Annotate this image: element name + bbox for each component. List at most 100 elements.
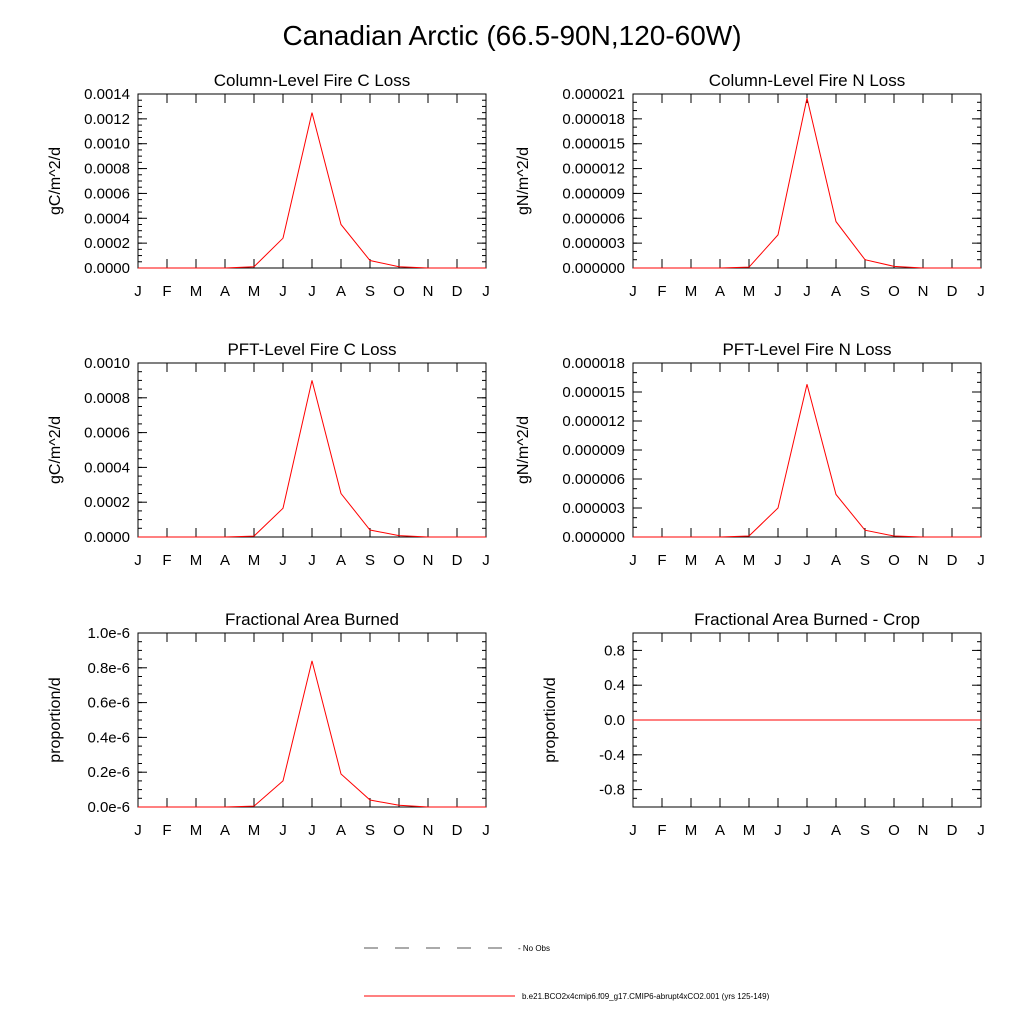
series-line [633, 384, 981, 538]
panel-title: Column-Level Fire N Loss [709, 71, 906, 90]
y-tick-label: 0.0000 [84, 260, 130, 277]
x-tick-label: J [279, 283, 287, 300]
x-tick-label: A [336, 552, 346, 569]
y-tick-label: 0.0002 [84, 235, 130, 252]
y-tick-label: 0.2e-6 [87, 764, 130, 781]
x-tick-label: J [774, 822, 782, 839]
x-tick-label: A [336, 822, 346, 839]
x-tick-label: D [947, 822, 958, 839]
y-tick-label: 0.0006 [84, 425, 130, 442]
x-tick-label: A [715, 283, 725, 300]
y-tick-label: 0.000015 [562, 136, 625, 153]
y-tick-label: 0.0004 [84, 459, 130, 476]
x-tick-label: D [947, 283, 958, 300]
x-tick-label: J [279, 552, 287, 569]
x-tick-label: A [220, 552, 230, 569]
y-tick-label: 0.0010 [84, 355, 130, 372]
x-tick-label: M [248, 552, 261, 569]
y-tick-label: 0.000003 [562, 235, 625, 252]
y-tick-label: 0.0002 [84, 494, 130, 511]
y-tick-label: 0.000009 [562, 442, 625, 459]
x-tick-label: M [190, 283, 203, 300]
y-tick-label: 0.8 [604, 642, 625, 659]
y-tick-label: 0.0012 [84, 111, 130, 128]
x-tick-label: F [162, 283, 171, 300]
y-axis-label: gN/m^2/d [515, 147, 532, 215]
x-tick-label: J [308, 822, 316, 839]
y-tick-label: 0.8e-6 [87, 660, 130, 677]
y-axis-label: gN/m^2/d [515, 416, 532, 484]
y-tick-label: 0.000009 [562, 185, 625, 202]
plot-frame [137, 362, 487, 538]
x-tick-label: O [888, 822, 900, 839]
y-tick-label: 0.0004 [84, 210, 130, 227]
x-tick-label: F [162, 822, 171, 839]
plot-frame [632, 362, 982, 538]
y-tick-label: 0.0010 [84, 136, 130, 153]
y-tick-label: 0.0008 [84, 390, 130, 407]
x-tick-label: J [134, 822, 142, 839]
x-tick-label: O [393, 283, 405, 300]
series-line [138, 380, 486, 538]
x-tick-label: M [190, 822, 203, 839]
x-tick-label: J [803, 283, 811, 300]
x-tick-label: S [860, 822, 870, 839]
y-tick-label: 0.000006 [562, 471, 625, 488]
x-tick-label: M [685, 283, 698, 300]
y-tick-label: 0.000018 [562, 355, 625, 372]
x-tick-label: J [977, 283, 985, 300]
chart-panel-4: PFT-Level Fire N Loss gN/m^2/d 0.000000 0.0… [515, 340, 985, 569]
y-axis-label: gC/m^2/d [47, 416, 64, 484]
panel-title: Column-Level Fire C Loss [214, 71, 411, 90]
x-tick-label: J [803, 822, 811, 839]
panel-title: PFT-Level Fire C Loss [227, 340, 396, 359]
x-tick-label: O [888, 552, 900, 569]
x-tick-label: M [190, 552, 203, 569]
x-tick-label: M [685, 552, 698, 569]
x-tick-label: A [715, 822, 725, 839]
y-tick-label: 0.0000 [84, 529, 130, 546]
y-tick-label: 0.4 [604, 677, 625, 694]
y-tick-label: 0.000000 [562, 529, 625, 546]
x-tick-label: O [393, 822, 405, 839]
chart-panel-2: Column-Level Fire N Loss gN/m^2/d 0.000000… [515, 71, 985, 300]
y-tick-label: 0.6e-6 [87, 695, 130, 712]
series-line [138, 660, 486, 808]
panel-title: PFT-Level Fire N Loss [722, 340, 891, 359]
chart-panel-3: PFT-Level Fire C Loss gC/m^2/d 0.0000 0.000… [47, 340, 490, 569]
x-tick-label: S [365, 552, 375, 569]
x-tick-label: J [134, 283, 142, 300]
x-tick-label: F [657, 822, 666, 839]
x-tick-label: J [134, 552, 142, 569]
x-tick-label: J [803, 552, 811, 569]
x-tick-label: A [336, 283, 346, 300]
y-tick-label: -0.4 [599, 747, 625, 764]
series-line [138, 112, 486, 269]
y-tick-label: 0.0008 [84, 161, 130, 178]
x-tick-label: N [918, 552, 929, 569]
x-tick-label: D [452, 552, 463, 569]
x-tick-label: J [308, 283, 316, 300]
x-tick-label: J [482, 283, 490, 300]
plot-frame [632, 93, 982, 269]
x-tick-label: S [365, 822, 375, 839]
x-tick-label: J [482, 822, 490, 839]
x-tick-label: M [685, 822, 698, 839]
y-tick-label: 0.000018 [562, 111, 625, 128]
x-tick-label: A [220, 283, 230, 300]
y-tick-label: 0.0014 [84, 86, 130, 103]
x-tick-label: A [831, 283, 841, 300]
plot-frame [137, 93, 487, 269]
y-axis-label: proportion/d [542, 677, 559, 762]
x-tick-label: J [774, 552, 782, 569]
y-tick-label: -0.8 [599, 782, 625, 799]
x-tick-label: J [977, 822, 985, 839]
x-tick-label: N [918, 283, 929, 300]
x-tick-label: A [831, 552, 841, 569]
x-tick-label: M [743, 552, 756, 569]
y-tick-label: 0.0006 [84, 185, 130, 202]
panel-title: Fractional Area Burned [225, 610, 399, 629]
x-tick-label: J [629, 822, 637, 839]
x-tick-label: S [860, 552, 870, 569]
